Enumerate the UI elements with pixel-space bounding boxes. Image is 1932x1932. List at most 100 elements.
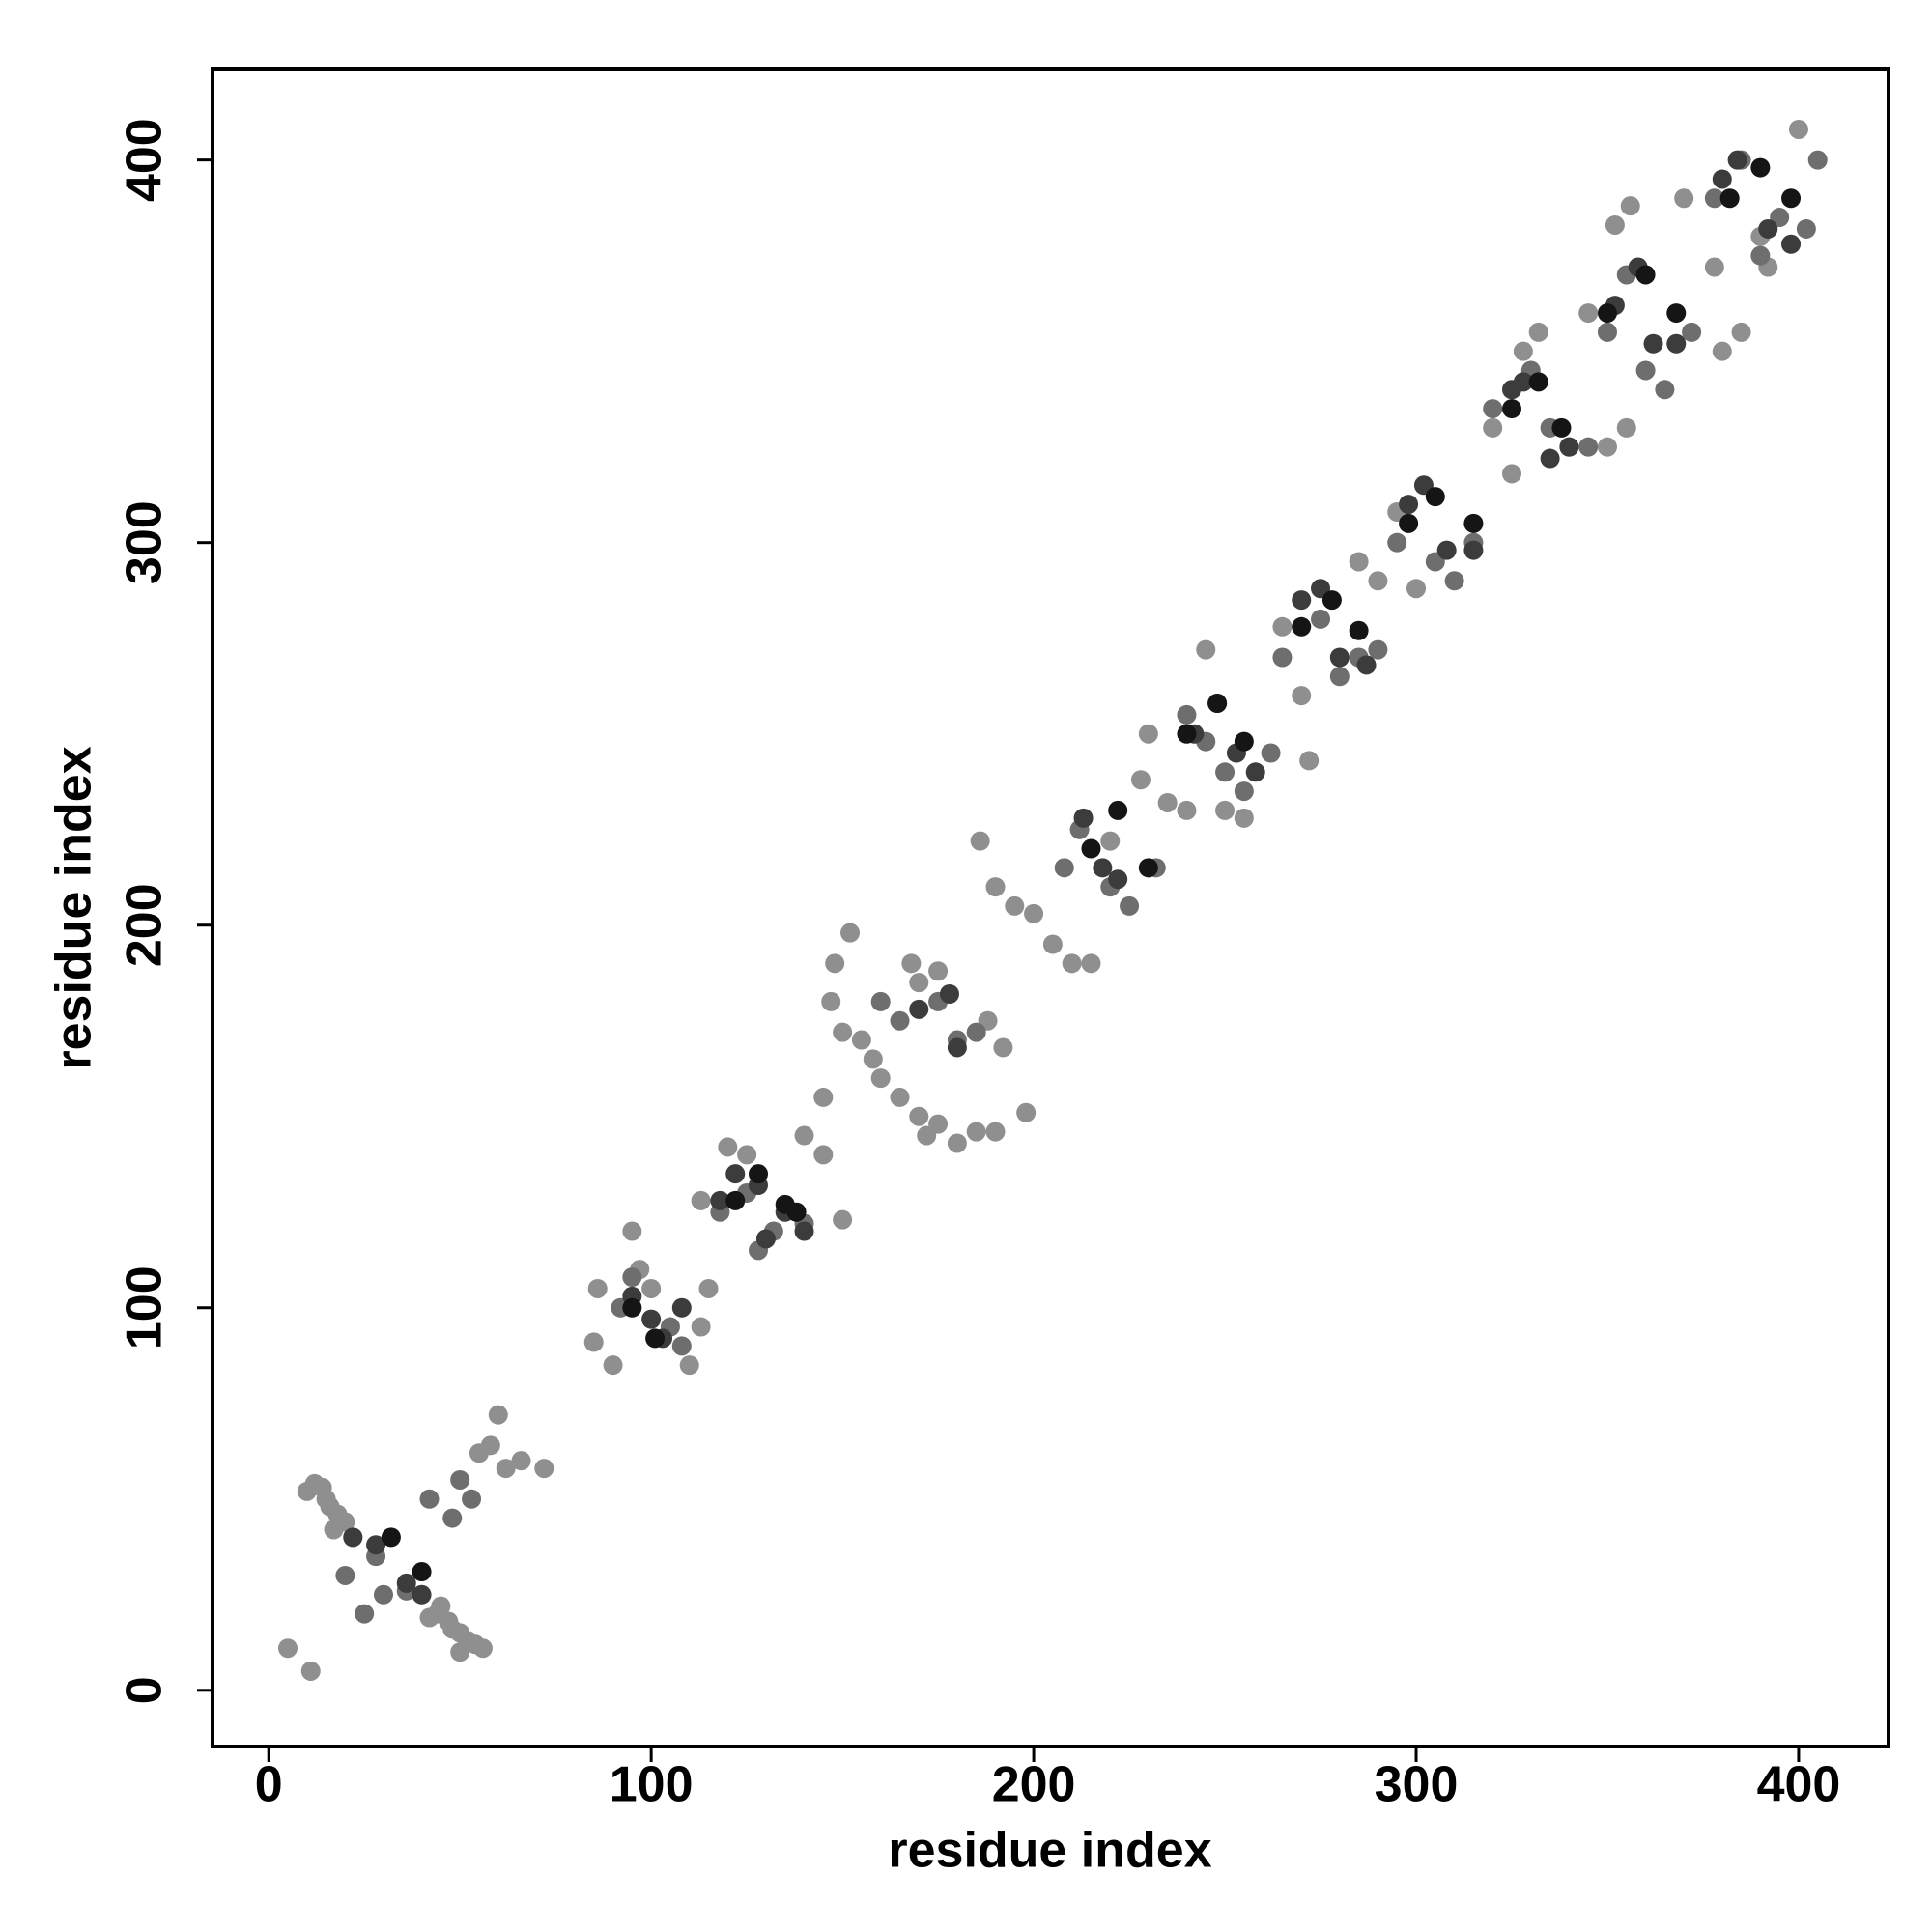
point (718, 1137, 738, 1157)
x-axis-title: residue index (888, 1823, 1211, 1879)
point (1578, 303, 1599, 324)
point (794, 1125, 814, 1146)
point (993, 1037, 1013, 1058)
point (1399, 513, 1419, 533)
point (396, 1573, 416, 1593)
point (1042, 934, 1063, 954)
point (343, 1527, 363, 1548)
point (794, 1221, 814, 1241)
point (1483, 399, 1503, 419)
point (645, 1328, 666, 1349)
point (1215, 800, 1236, 820)
point (671, 1336, 692, 1356)
point (840, 923, 861, 943)
point (725, 1190, 746, 1210)
point (534, 1459, 554, 1479)
point (419, 1607, 440, 1628)
point (462, 1489, 482, 1509)
point (1682, 322, 1702, 342)
point (1528, 322, 1548, 342)
point (1559, 437, 1579, 457)
point (1062, 953, 1082, 974)
point (1120, 895, 1140, 916)
point (1807, 150, 1828, 170)
point (373, 1584, 393, 1605)
point (691, 1190, 711, 1210)
point (966, 1122, 986, 1142)
point (1215, 762, 1236, 782)
point (1578, 437, 1599, 457)
plot-frame (211, 67, 1890, 1748)
point (1208, 694, 1228, 714)
point (833, 1209, 853, 1230)
point (1444, 571, 1464, 591)
point (442, 1508, 463, 1528)
point (1597, 322, 1617, 342)
point (947, 1037, 967, 1058)
point (1005, 895, 1025, 916)
point (1292, 616, 1312, 637)
point (1731, 322, 1751, 342)
point (603, 1355, 623, 1376)
point (412, 1562, 432, 1582)
point (412, 1584, 432, 1605)
point (1463, 540, 1484, 560)
point (870, 1068, 891, 1089)
point (324, 1520, 344, 1540)
point (1513, 341, 1533, 361)
point (1349, 552, 1369, 572)
point (909, 999, 929, 1019)
point (583, 1332, 604, 1352)
point (1616, 417, 1636, 438)
y-axis-title: residue index (46, 746, 102, 1069)
point (947, 1133, 967, 1153)
point (833, 1022, 853, 1042)
point (1311, 609, 1331, 629)
point (450, 1642, 470, 1662)
point (1368, 639, 1388, 660)
point (1234, 731, 1254, 752)
point (496, 1459, 516, 1479)
point (1425, 487, 1445, 507)
point (1177, 724, 1197, 744)
point (1781, 234, 1802, 254)
point (1138, 858, 1158, 878)
point (1329, 647, 1350, 668)
point (985, 1122, 1006, 1142)
point (587, 1278, 608, 1298)
point (1551, 417, 1572, 438)
x-tick-label: 300 (1375, 1757, 1459, 1813)
point (851, 1030, 871, 1050)
point (1349, 620, 1369, 640)
x-tick-label: 200 (992, 1757, 1076, 1813)
point (1024, 903, 1044, 923)
point (1108, 869, 1128, 890)
point (1540, 448, 1560, 469)
point (863, 1049, 883, 1069)
point (1666, 333, 1687, 354)
point (1054, 858, 1074, 878)
point (970, 831, 990, 851)
point (511, 1451, 531, 1471)
point (641, 1309, 662, 1329)
point (1758, 218, 1778, 239)
point (825, 953, 845, 974)
point (1177, 704, 1197, 724)
point (749, 1164, 769, 1184)
point (698, 1278, 719, 1298)
point (909, 973, 929, 993)
point (710, 1190, 730, 1210)
point (813, 1145, 834, 1165)
point (1368, 571, 1388, 591)
point (1666, 303, 1687, 324)
point (1704, 188, 1724, 209)
point (1073, 808, 1094, 828)
x-tick-label: 400 (1757, 1757, 1841, 1813)
point (1329, 667, 1350, 687)
point (737, 1145, 757, 1165)
point (277, 1638, 298, 1659)
point (1138, 724, 1158, 744)
point (1719, 188, 1740, 209)
y-tick-label: 400 (117, 118, 173, 202)
point (1796, 218, 1816, 239)
